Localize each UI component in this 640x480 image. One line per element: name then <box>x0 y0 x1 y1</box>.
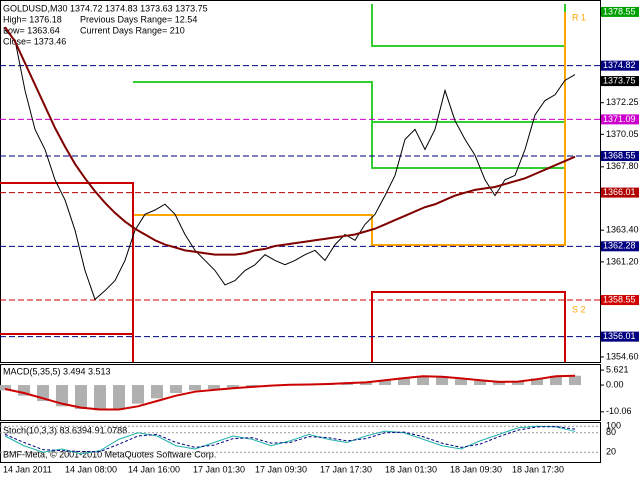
price-box <box>601 295 639 306</box>
price-box <box>601 60 639 71</box>
price-box <box>601 150 639 161</box>
macd-bar <box>360 381 372 386</box>
stoch-signal <box>4 426 576 453</box>
y-tick-label: 1363.40 <box>606 225 639 235</box>
macd-bar <box>569 375 581 386</box>
y-tick-label: 1354.60 <box>606 351 639 361</box>
macd-bar <box>455 379 467 386</box>
macd-bar <box>474 381 486 386</box>
stoch-tick-label: 80 <box>606 427 616 437</box>
price-box-label: 1366.01 <box>603 187 636 197</box>
time-label: 17 Jan 09:30 <box>255 464 307 474</box>
macd-bar <box>208 385 220 390</box>
price-box-label: 1374.82 <box>603 60 636 70</box>
y-tick-label: 1372.25 <box>606 97 639 107</box>
macd-tick-label: -10.06 <box>606 406 632 416</box>
macd-bar <box>132 385 144 404</box>
price-box-label: 1373.75 <box>603 75 636 85</box>
stoch-title: Stoch(10,3,3) 83.6394 91.0788 <box>3 425 127 435</box>
price-box <box>601 187 639 198</box>
price-box <box>601 6 639 17</box>
price-box-label: 1368.55 <box>603 150 636 160</box>
macd-bar <box>94 385 106 411</box>
macd-bar <box>417 375 429 386</box>
macd-bar <box>170 385 182 394</box>
macd-title: MACD(5,35,5) 3.494 3.513 <box>3 366 111 376</box>
time-label: 14 Jan 08:00 <box>65 464 117 474</box>
macd-bar <box>0 385 11 391</box>
header-text: GOLDUSD,M30 1374.72 1374.83 1373.63 1373… <box>3 3 208 13</box>
macd-signal <box>4 374 576 411</box>
macd-bar <box>493 382 505 386</box>
price-box-label: 1356.01 <box>603 331 636 341</box>
header-text: Close= 1373.46 <box>3 36 66 46</box>
price-box-label: 1362.28 <box>603 241 636 251</box>
macd-bar <box>113 385 125 409</box>
header-text: Previous Days Range= 12.54 <box>80 14 197 24</box>
macd-bar <box>246 385 258 387</box>
time-label: 17 Jan 17:30 <box>320 464 372 474</box>
macd-bar <box>56 385 68 407</box>
pivot-boxes <box>0 4 566 362</box>
stoch-tick-label: 100 <box>606 421 621 431</box>
time-label: 17 Jan 01:30 <box>193 464 245 474</box>
macd-bar <box>379 379 391 386</box>
stoch-tick-label: 20 <box>606 447 616 457</box>
macd-bar <box>18 385 30 396</box>
pivot-label: S 2 <box>572 304 586 314</box>
price-line <box>4 29 576 301</box>
price-box <box>601 241 639 252</box>
macd-bar <box>398 377 410 386</box>
price-line <box>4 26 576 256</box>
price-box-label: 1378.55 <box>603 6 636 16</box>
header-text: Current Days Range= 210 <box>80 25 185 35</box>
footer: BMF-Meta, © 2001-2010 MetaQuotes Softwar… <box>3 449 216 459</box>
macd-bar <box>189 385 201 391</box>
macd-bar <box>512 381 524 386</box>
time-label: 14 Jan 2011 <box>3 464 52 474</box>
y-tick-label: 1370.05 <box>606 129 639 139</box>
price-box <box>601 331 639 342</box>
frames <box>0 0 601 463</box>
macd-tick-label: 0.00 <box>606 379 624 389</box>
price-box-label: 1358.55 <box>603 294 636 304</box>
y-tick-label: 1361.20 <box>606 256 639 266</box>
macd-tick-label: 5.621 <box>606 364 629 374</box>
macd-bar <box>531 378 543 386</box>
header-text: Low= 1363.64 <box>3 25 60 35</box>
macd-bar <box>550 375 562 386</box>
macd-bar <box>227 385 239 388</box>
price-box <box>601 76 639 87</box>
time-label: 18 Jan 17:30 <box>512 464 564 474</box>
y-tick-label: 1367.80 <box>606 161 639 171</box>
macd-bar <box>151 385 163 399</box>
macd-bar <box>436 377 448 386</box>
time-label: 18 Jan 01:30 <box>385 464 437 474</box>
pivot-label: R 1 <box>572 12 586 22</box>
header: GOLDUSD,M30 1374.72 1374.83 1373.63 1373… <box>3 3 208 46</box>
macd-bar <box>75 385 87 409</box>
stoch-main <box>4 425 576 455</box>
header-text: High= 1376.18 <box>3 14 62 24</box>
time-label: 18 Jan 09:30 <box>450 464 502 474</box>
price-box-label: 1371.09 <box>603 114 636 124</box>
time-label: 14 Jan 16:00 <box>128 464 180 474</box>
price-box <box>601 114 639 125</box>
